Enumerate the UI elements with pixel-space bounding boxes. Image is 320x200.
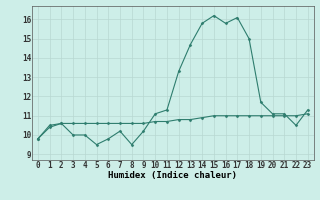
X-axis label: Humidex (Indice chaleur): Humidex (Indice chaleur) — [108, 171, 237, 180]
